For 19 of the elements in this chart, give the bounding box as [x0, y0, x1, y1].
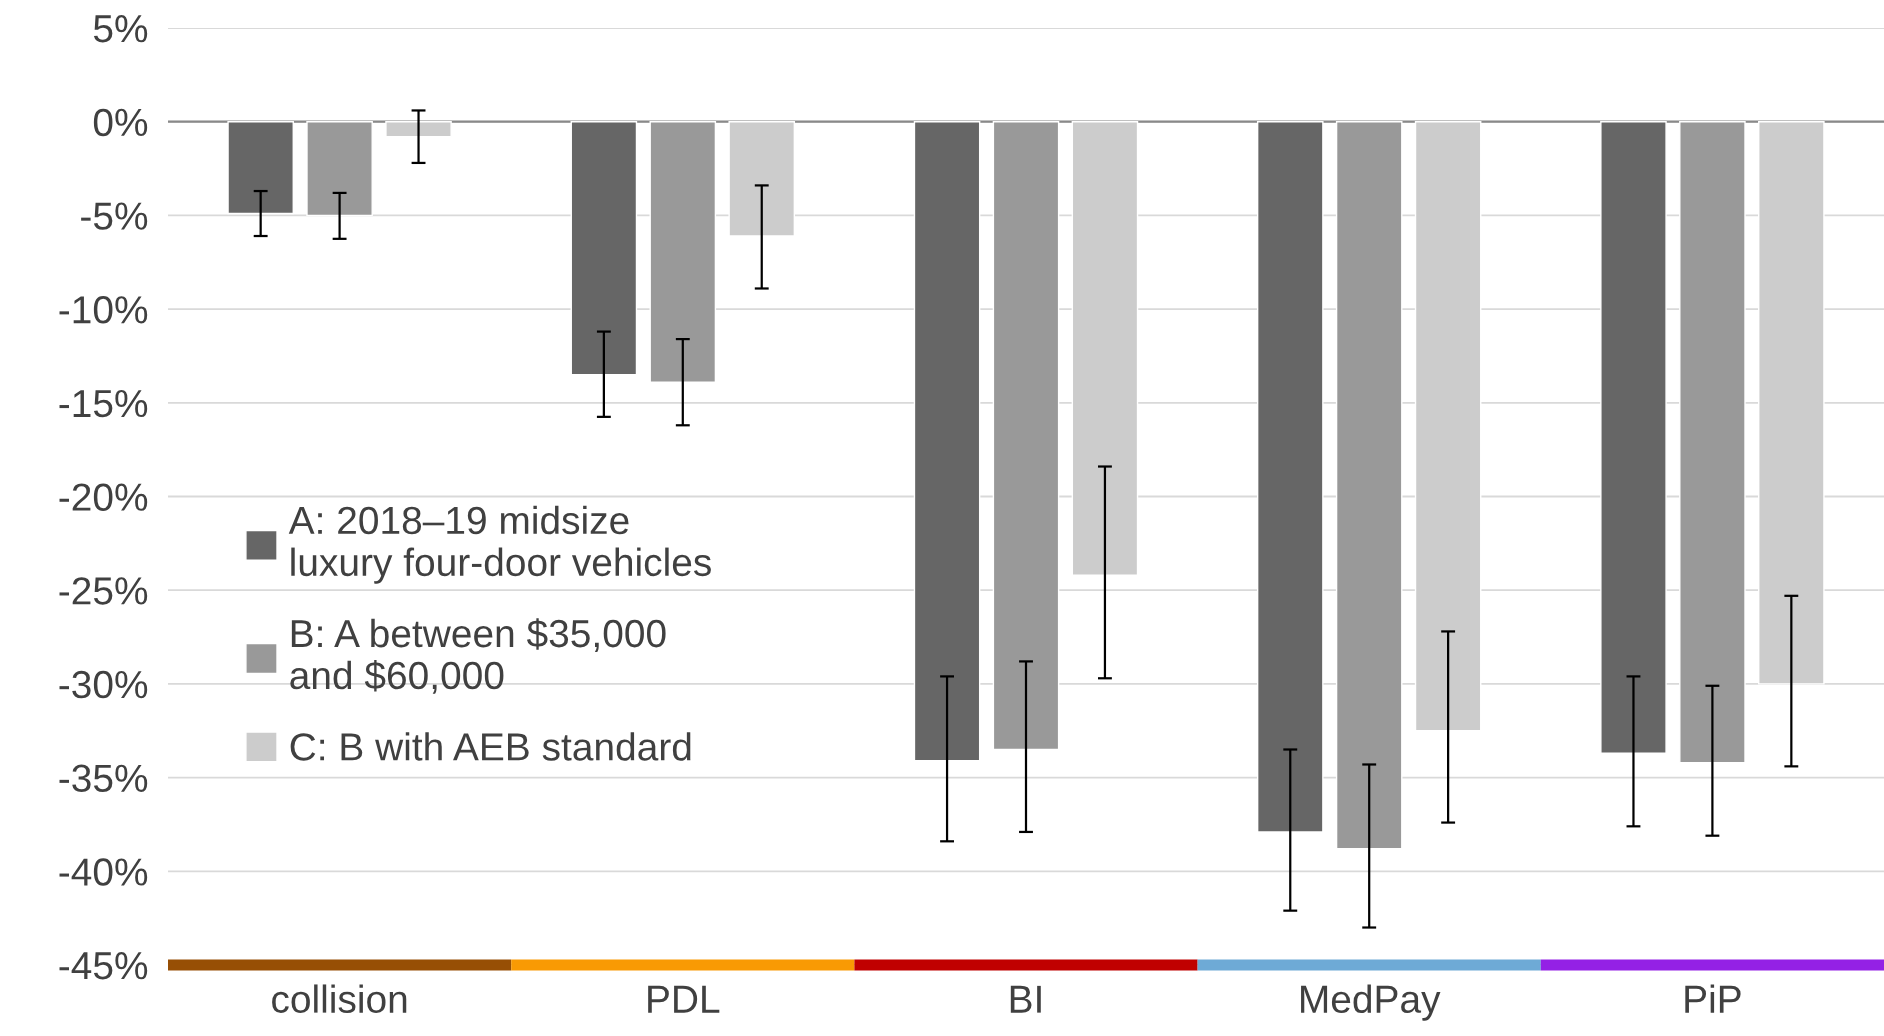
y-tick-label: -35%: [59, 764, 148, 793]
y-tick-label: -45%: [59, 952, 148, 980]
y-tick-label: -25%: [59, 577, 148, 605]
legend-label: A: 2018–19 midsize luxury four-door vehicles: [288, 505, 711, 584]
y-tick-label: -40%: [59, 858, 148, 886]
x-tick-label: MedPay: [1301, 984, 1441, 1021]
legend-label: B: A between $35,000 and $60,000: [290, 618, 666, 694]
y-tick-label: -10%: [59, 296, 148, 324]
x-tick-label: collision: [272, 984, 407, 1014]
x-tick-label: PiP: [1685, 984, 1741, 1013]
y-tick-label: 5%: [93, 15, 148, 43]
y-tick-label: -30%: [59, 670, 148, 699]
legend-label: C: B with AEB standard: [290, 732, 691, 761]
y-tick-label: 0%: [93, 108, 148, 137]
y-tick-label: -15%: [59, 389, 148, 418]
x-tick-label: BI: [1010, 985, 1041, 1013]
y-tick-label: -20%: [59, 483, 148, 511]
x-tick-label: PDL: [648, 985, 720, 1013]
y-tick-label: -5%: [81, 202, 148, 230]
